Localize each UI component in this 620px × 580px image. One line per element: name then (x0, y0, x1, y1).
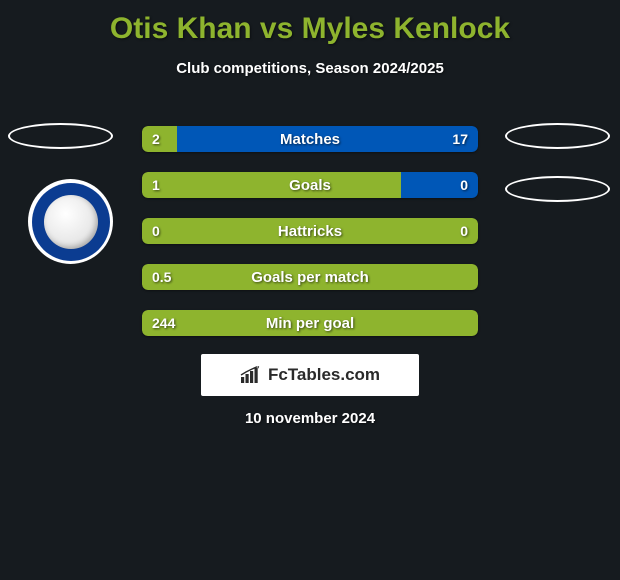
date-text: 10 november 2024 (0, 410, 620, 427)
stats-bars: 217Matches 10Goals 00Hattricks 0.5Goals per… (142, 126, 478, 336)
stat-row: 00Hattricks (142, 218, 478, 244)
stat-row: 244Min per goal (142, 310, 478, 336)
page-subtitle: Club competitions, Season 2024/2025 (0, 60, 620, 77)
player-right-outline-1 (505, 123, 610, 149)
bar-chart-icon (240, 366, 262, 384)
stat-label: Goals per match (142, 264, 478, 290)
stat-row: 10Goals (142, 172, 478, 198)
stat-label: Matches (142, 126, 478, 152)
brand-text: FcTables.com (268, 365, 380, 385)
stat-row: 0.5Goals per match (142, 264, 478, 290)
brand-box[interactable]: FcTables.com (201, 354, 419, 396)
club-badge-left (28, 179, 113, 264)
stat-label: Min per goal (142, 310, 478, 336)
player-left-outline (8, 123, 113, 149)
stat-row: 217Matches (142, 126, 478, 152)
stat-label: Hattricks (142, 218, 478, 244)
player-right-outline-2 (505, 176, 610, 202)
stat-label: Goals (142, 172, 478, 198)
page-title: Otis Khan vs Myles Kenlock (0, 0, 620, 46)
